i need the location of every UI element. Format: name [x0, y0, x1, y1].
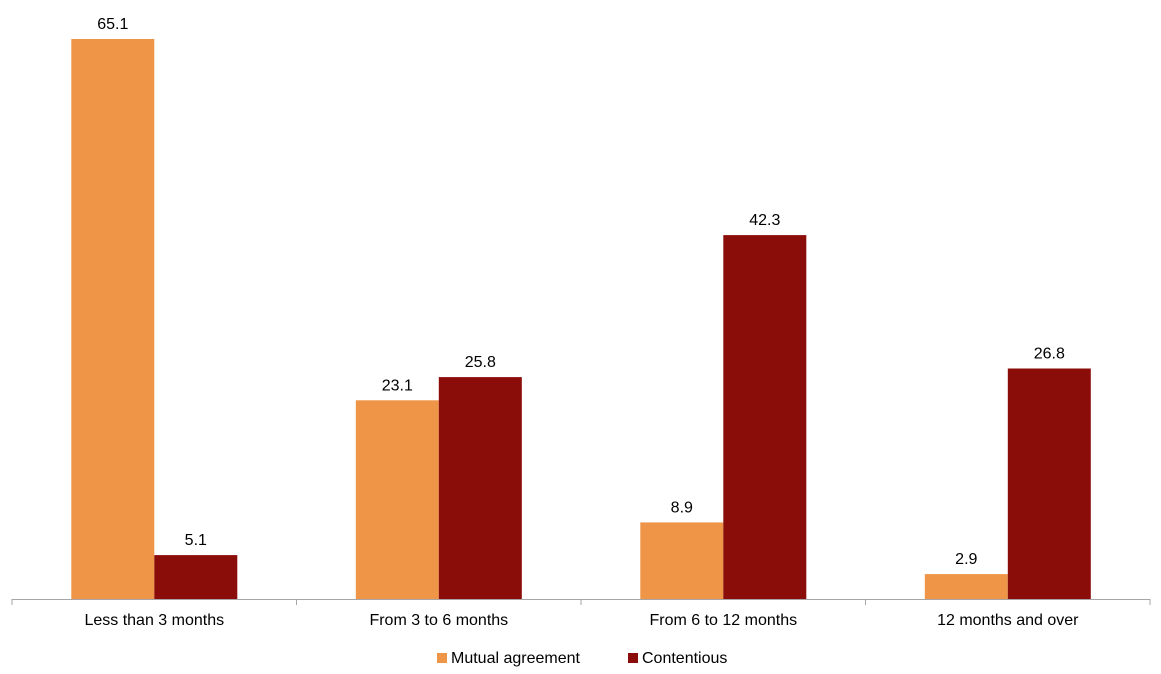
value-labels-layer: 65.1 5.1 23.1 25.8 8.9 42.3 2.9 26.8	[97, 16, 1065, 568]
x-tick-labels: Less than 3 months From 3 to 6 months From…	[84, 612, 1079, 629]
x-axis	[11, 599, 1151, 605]
bar-contentious-3	[1007, 368, 1091, 599]
bar-contentious-2	[723, 235, 807, 599]
bar-mutual-agreement-2	[640, 522, 724, 599]
legend-label-mutual-agreement: Mutual agreement	[451, 650, 581, 667]
bar-contentious-1	[438, 377, 522, 599]
data-label-contentious-3: 26.8	[1034, 346, 1065, 363]
x-tick-label-3: 12 months and over	[937, 612, 1079, 629]
bar-mutual-agreement-3	[924, 574, 1008, 599]
data-label-mutual-agreement-1: 23.1	[382, 377, 413, 394]
legend: Mutual agreement Contentious	[437, 650, 727, 667]
bar-mutual-agreement-0	[71, 39, 155, 599]
legend-swatch-contentious	[628, 653, 638, 663]
data-label-contentious-2: 42.3	[749, 212, 780, 229]
data-label-contentious-1: 25.8	[465, 354, 496, 371]
data-label-mutual-agreement-0: 65.1	[97, 16, 128, 33]
bars-layer	[71, 39, 1091, 599]
data-label-contentious-0: 5.1	[185, 532, 207, 549]
legend-swatch-mutual-agreement	[437, 653, 447, 663]
bar-mutual-agreement-1	[355, 400, 439, 599]
x-tick-label-2: From 6 to 12 months	[649, 612, 797, 629]
x-tick-label-0: Less than 3 months	[84, 612, 224, 629]
x-tick-label-1: From 3 to 6 months	[369, 612, 508, 629]
data-label-mutual-agreement-2: 8.9	[671, 499, 693, 516]
data-label-mutual-agreement-3: 2.9	[955, 551, 977, 568]
bar-contentious-0	[154, 555, 238, 599]
legend-label-contentious: Contentious	[642, 650, 727, 667]
